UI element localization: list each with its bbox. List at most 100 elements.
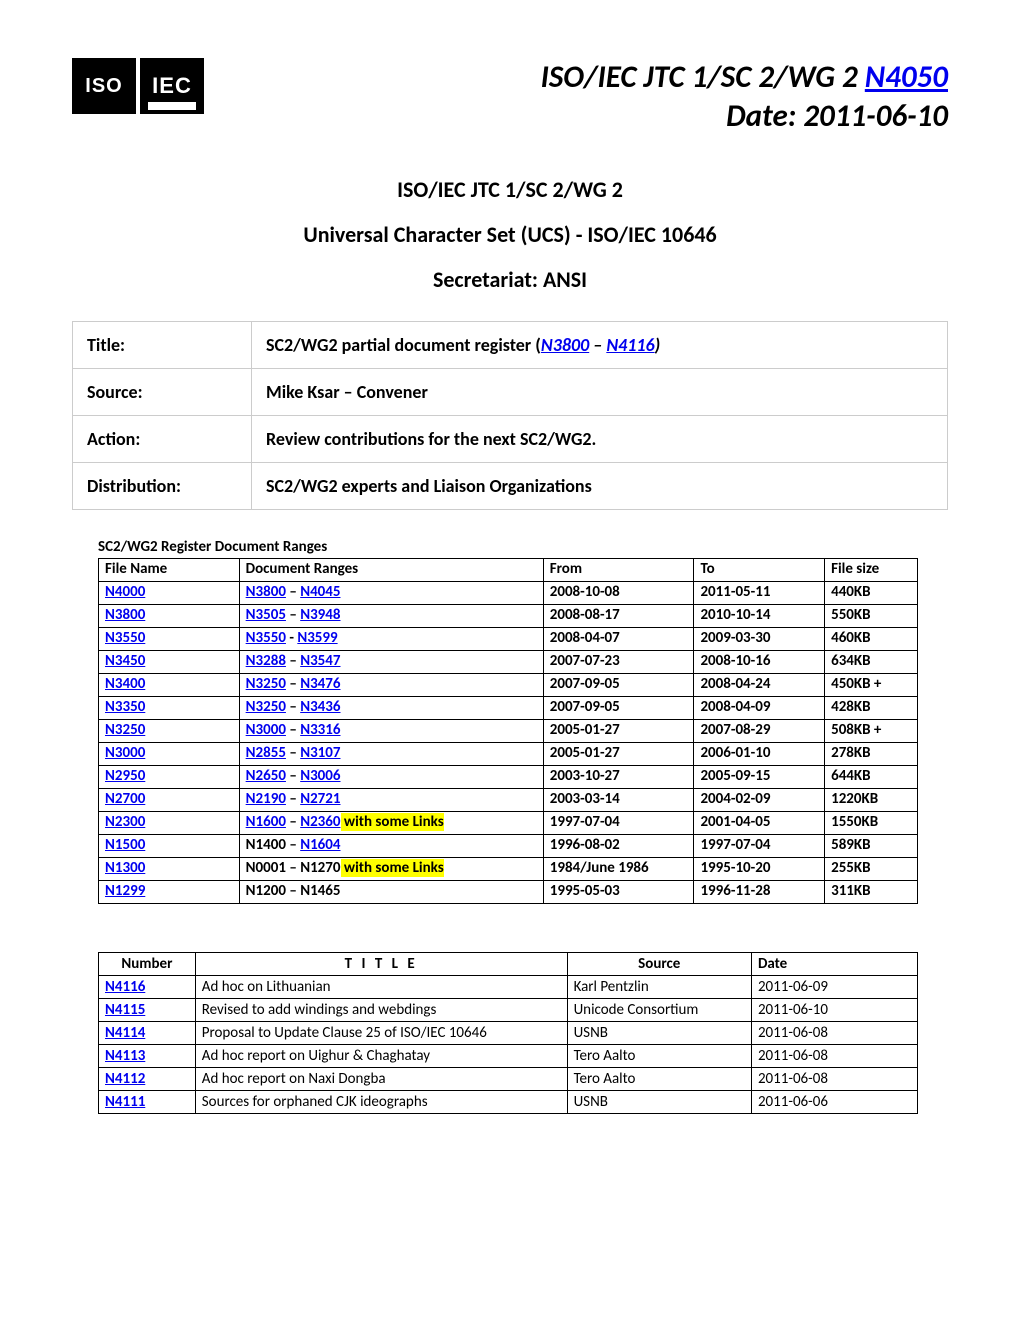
page: ISO IEC ISO/IEC JTC 1/SC 2/WG 2 N4050 Da… xyxy=(0,0,1020,1154)
ranges-cell-to: 2001-04-05 xyxy=(694,811,825,834)
ranges-file-link[interactable]: N1300 xyxy=(105,859,145,877)
range-end-link[interactable]: N1604 xyxy=(300,836,340,854)
ranges-cell-size: 644KB xyxy=(825,765,918,788)
docs-row: N4114Proposal to Update Clause 25 of ISO… xyxy=(99,1021,918,1044)
header-title: ISO/IEC JTC 1/SC 2/WG 2 N4050 Date: 2011… xyxy=(541,58,948,136)
ranges-file-link[interactable]: N3400 xyxy=(105,675,145,693)
ranges-cell-to: 2008-04-24 xyxy=(694,673,825,696)
ranges-cell-size: 428KB xyxy=(825,696,918,719)
subhead-1: ISO/IEC JTC 1/SC 2/WG 2 xyxy=(72,176,948,203)
docs-cell-source: Tero Aalto xyxy=(567,1067,751,1090)
ranges-file-link[interactable]: N3250 xyxy=(105,721,145,739)
doc-number-link[interactable]: N4115 xyxy=(105,1001,145,1019)
ranges-cell-size: 1220KB xyxy=(825,788,918,811)
doc-number-link[interactable]: N4113 xyxy=(105,1047,145,1065)
ranges-cell-to: 2010-10-14 xyxy=(694,604,825,627)
ranges-row: N3550N3550 - N35992008-04-072009-03-3046… xyxy=(99,627,918,650)
range-start-link[interactable]: N2855 xyxy=(246,744,286,762)
ranges-cell-size: 550KB xyxy=(825,604,918,627)
ranges-cell-to: 1996-11-28 xyxy=(694,880,825,903)
range-end-link[interactable]: N3476 xyxy=(300,675,340,693)
range-start-link[interactable]: N1600 xyxy=(246,813,286,831)
meta-source-label: Source: xyxy=(73,368,252,415)
ranges-cell-file: N2950 xyxy=(99,765,240,788)
docs-cell-source: Karl Pentzlin xyxy=(567,975,751,998)
doc-number-link[interactable]: N4111 xyxy=(105,1093,145,1111)
ranges-cell-file: N3800 xyxy=(99,604,240,627)
ranges-cell-size: 460KB xyxy=(825,627,918,650)
ranges-cell-to: 2011-05-11 xyxy=(694,581,825,604)
ranges-caption: SC2/WG2 Register Document Ranges xyxy=(98,538,948,556)
range-start-link[interactable]: N2190 xyxy=(246,790,286,808)
range-sep: – xyxy=(286,767,300,785)
ranges-file-link[interactable]: N2950 xyxy=(105,767,145,785)
ranges-file-link[interactable]: N1500 xyxy=(105,836,145,854)
range-end-link[interactable]: N4045 xyxy=(300,583,340,601)
range-end-link[interactable]: N3599 xyxy=(297,629,337,647)
docs-cell-title: Ad hoc on Lithuanian xyxy=(195,975,567,998)
meta-title-suffix: ) xyxy=(655,334,661,356)
docs-table: Number T I T L E Source Date N4116 Ad hoc… xyxy=(98,952,918,1114)
range-end-link[interactable]: N3006 xyxy=(300,767,340,785)
ranges-cell-size: 589KB xyxy=(825,834,918,857)
doc-number-link[interactable]: N4116 xyxy=(105,978,145,996)
range-end-link[interactable]: N3436 xyxy=(300,698,340,716)
range-start-link[interactable]: N3250 xyxy=(246,675,286,693)
meta-row-dist: Distribution: SC2/WG2 experts and Liaiso… xyxy=(73,462,948,509)
docs-cell-date: 2011-06-08 xyxy=(751,1021,917,1044)
meta-title-link1[interactable]: N3800 xyxy=(541,334,589,356)
meta-title-link2[interactable]: N4116 xyxy=(606,334,654,356)
ranges-row: N3250N3000 – N33162005-01-272007-08-2950… xyxy=(99,719,918,742)
docs-cell-source: USNB xyxy=(567,1090,751,1113)
ranges-file-link[interactable]: N4000 xyxy=(105,583,145,601)
range-end-link[interactable]: N2360 xyxy=(300,813,340,831)
range-sep: – xyxy=(286,882,300,900)
range-start-link[interactable]: N3000 xyxy=(246,721,286,739)
docs-cell-title: Revised to add windings and webdings xyxy=(195,998,567,1021)
meta-dist-value: SC2/WG2 experts and Liaison Organization… xyxy=(252,462,948,509)
ranges-cell-range: N3550 - N3599 xyxy=(239,627,543,650)
meta-row-title: Title: SC2/WG2 partial document register… xyxy=(73,321,948,368)
docs-cell-number: N4112 xyxy=(99,1067,196,1090)
range-end-link[interactable]: N3107 xyxy=(300,744,340,762)
ranges-file-link[interactable]: N1299 xyxy=(105,882,145,900)
header-doc-link[interactable]: N4050 xyxy=(865,58,948,96)
range-end-link[interactable]: N2721 xyxy=(300,790,340,808)
range-end-link[interactable]: N3316 xyxy=(300,721,340,739)
range-start-link[interactable]: N2650 xyxy=(246,767,286,785)
ranges-cell-from: 2007-09-05 xyxy=(543,696,694,719)
range-start: N0001 xyxy=(246,859,286,877)
doc-number-link[interactable]: N4114 xyxy=(105,1024,145,1042)
docs-cell-date: 2011-06-06 xyxy=(751,1090,917,1113)
doc-number-link[interactable]: N4112 xyxy=(105,1070,145,1088)
range-start-link[interactable]: N3550 xyxy=(246,629,286,647)
docs-cell-title: Ad hoc report on Uighur & Chaghatay xyxy=(195,1044,567,1067)
ranges-row: N4000N3800 – N40452008-10-082011-05-1144… xyxy=(99,581,918,604)
ranges-cell-file: N1299 xyxy=(99,880,240,903)
ranges-file-link[interactable]: N3450 xyxy=(105,652,145,670)
ranges-file-link[interactable]: N2700 xyxy=(105,790,145,808)
ranges-cell-file: N2300 xyxy=(99,811,240,834)
ranges-cell-to: 2007-08-29 xyxy=(694,719,825,742)
range-end-link[interactable]: N3948 xyxy=(300,606,340,624)
header-org: ISO/IEC JTC 1/SC 2/WG 2 xyxy=(541,58,858,96)
range-start-link[interactable]: N3288 xyxy=(246,652,286,670)
docs-header-row: Number T I T L E Source Date xyxy=(99,952,918,975)
ranges-file-link[interactable]: N3800 xyxy=(105,606,145,624)
ranges-cell-from: 1984/June 1986 xyxy=(543,857,694,880)
ranges-file-link[interactable]: N2300 xyxy=(105,813,145,831)
ranges-cell-size: 255KB xyxy=(825,857,918,880)
ranges-file-link[interactable]: N3550 xyxy=(105,629,145,647)
range-start-link[interactable]: N3505 xyxy=(246,606,286,624)
range-sep: – xyxy=(286,721,300,739)
ranges-cell-from: 2005-01-27 xyxy=(543,719,694,742)
ranges-cell-file: N3350 xyxy=(99,696,240,719)
header-date: 2011-06-10 xyxy=(803,97,948,135)
ranges-file-link[interactable]: N3350 xyxy=(105,698,145,716)
range-start-link[interactable]: N3250 xyxy=(246,698,286,716)
range-start-link[interactable]: N3800 xyxy=(246,583,286,601)
range-end-link[interactable]: N3547 xyxy=(300,652,340,670)
ranges-row: N3450N3288 – N35472007-07-232008-10-1663… xyxy=(99,650,918,673)
ranges-row: N2700N2190 – N27212003-03-142004-02-0912… xyxy=(99,788,918,811)
ranges-file-link[interactable]: N3000 xyxy=(105,744,145,762)
